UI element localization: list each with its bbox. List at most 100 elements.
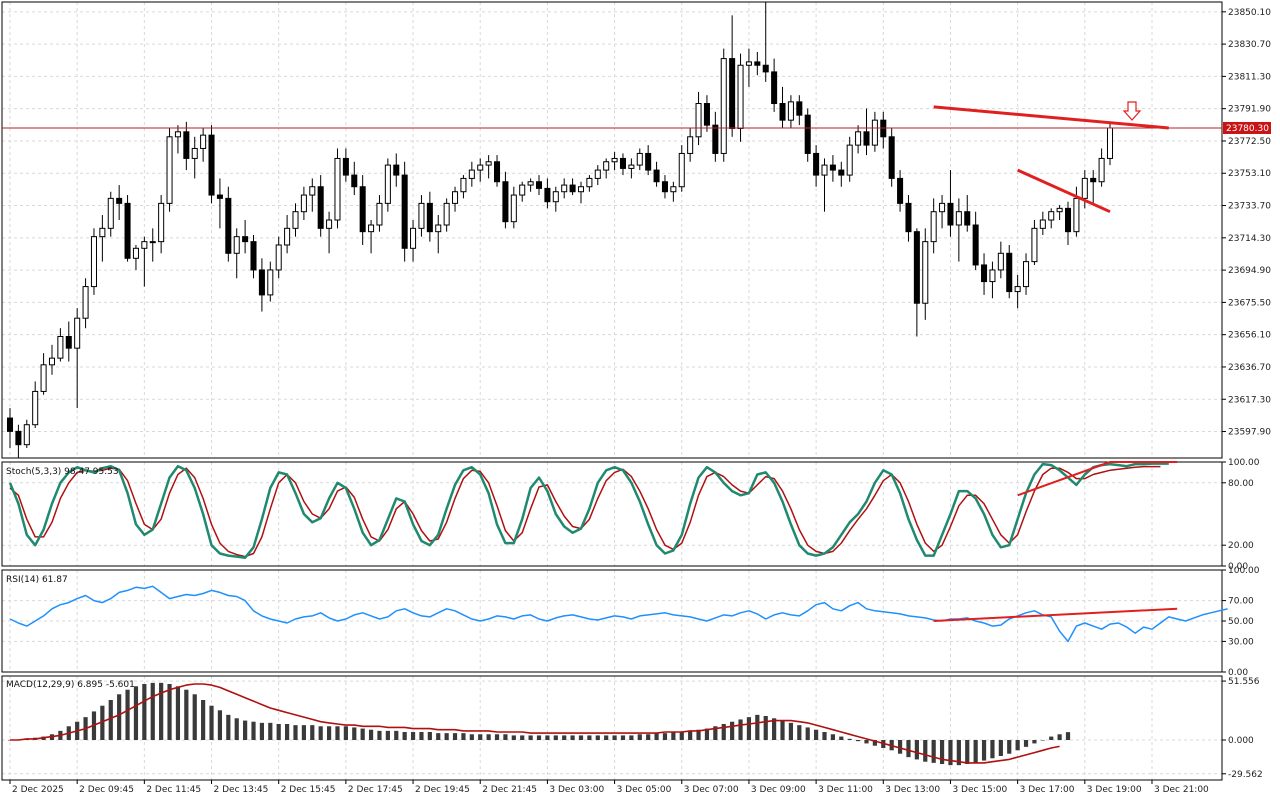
macd-panel[interactable] bbox=[7, 682, 1071, 766]
macd-histogram-bar bbox=[159, 682, 164, 740]
candle-body bbox=[645, 152, 652, 171]
candle-body bbox=[796, 101, 803, 116]
candle-body bbox=[48, 357, 56, 366]
candle-body bbox=[687, 136, 694, 154]
macd-histogram-bar bbox=[772, 718, 777, 740]
stochastic-panel[interactable] bbox=[8, 461, 1178, 559]
candle-body bbox=[619, 157, 626, 169]
macd-histogram-bar bbox=[562, 735, 567, 740]
y-tick-label: 0.000 bbox=[1228, 736, 1254, 746]
macd-histogram-bar bbox=[444, 733, 449, 740]
candle-body bbox=[1031, 227, 1038, 263]
candle bbox=[645, 145, 652, 176]
candle bbox=[813, 145, 820, 187]
candle bbox=[997, 241, 1004, 279]
candle bbox=[897, 170, 904, 212]
macd-histogram-bar bbox=[721, 724, 726, 740]
macd-histogram-bar bbox=[923, 740, 928, 762]
candle-body bbox=[636, 152, 643, 166]
x-tick-label: 3 Dec 13:00 bbox=[885, 785, 940, 795]
candle-body bbox=[309, 186, 316, 196]
x-tick-label: 2 Dec 17:45 bbox=[348, 785, 403, 795]
candle-body bbox=[1098, 157, 1105, 183]
macd-histogram-bar bbox=[620, 735, 626, 740]
candle bbox=[32, 381, 39, 429]
candle bbox=[762, 2, 769, 82]
candle bbox=[99, 215, 106, 262]
candle-body bbox=[174, 131, 181, 138]
y-tick-label: 100.00 bbox=[1228, 458, 1260, 468]
candle-body bbox=[1090, 177, 1097, 183]
candle bbox=[594, 165, 601, 186]
candle bbox=[418, 195, 425, 237]
macd-histogram-bar bbox=[939, 740, 945, 764]
macd-histogram-bar bbox=[402, 732, 407, 740]
candle-body bbox=[158, 202, 165, 243]
macd-histogram-bar bbox=[251, 721, 256, 740]
candle bbox=[1048, 208, 1055, 229]
candle bbox=[40, 353, 47, 395]
candle-body bbox=[955, 211, 962, 226]
macd-histogram-bar bbox=[352, 727, 357, 740]
candle-body bbox=[485, 161, 492, 166]
candle bbox=[141, 236, 148, 287]
macd-histogram-bar bbox=[805, 727, 810, 740]
candle bbox=[577, 181, 585, 204]
candle bbox=[166, 128, 173, 212]
candle-body bbox=[653, 169, 660, 183]
candle bbox=[955, 198, 962, 262]
candle bbox=[149, 228, 156, 262]
candle bbox=[754, 51, 761, 76]
y-tick-label: 23597.90 bbox=[1228, 428, 1271, 438]
macd-histogram-bar bbox=[839, 736, 844, 740]
candle-body bbox=[65, 336, 72, 349]
candle bbox=[174, 125, 181, 154]
candle bbox=[359, 175, 366, 245]
candle-body bbox=[577, 186, 585, 193]
candle bbox=[1098, 148, 1105, 187]
panel-frames bbox=[1, 1, 1223, 781]
candle bbox=[116, 185, 123, 221]
macd-histogram-bar bbox=[469, 734, 474, 740]
candle-body bbox=[1073, 197, 1080, 233]
candle-body bbox=[74, 317, 81, 349]
candle bbox=[939, 195, 946, 229]
candle-body bbox=[535, 181, 543, 189]
macd-histogram-bar bbox=[209, 705, 214, 740]
rsi-panel[interactable] bbox=[9, 585, 1228, 643]
y-tick-label: 23656.10 bbox=[1228, 331, 1271, 341]
candle-body bbox=[32, 390, 39, 426]
price-panel[interactable] bbox=[2, 2, 1222, 458]
macd-histogram-bar bbox=[1032, 740, 1037, 744]
candle-body bbox=[510, 194, 517, 223]
candle-body bbox=[897, 177, 904, 204]
candle-body bbox=[939, 202, 946, 213]
candle-body bbox=[947, 202, 954, 226]
y-tick-label: -29.562 bbox=[1228, 770, 1263, 780]
macd-histogram-bar bbox=[1049, 736, 1054, 740]
y-tick-label: 51.556 bbox=[1228, 677, 1260, 687]
candle bbox=[1023, 253, 1030, 295]
candle bbox=[947, 170, 954, 237]
candle-body bbox=[368, 224, 375, 233]
candle-body bbox=[670, 186, 677, 193]
macd-histogram-bar bbox=[326, 726, 332, 740]
candle-body bbox=[401, 174, 408, 249]
macd-histogram-bar bbox=[814, 729, 819, 740]
stochastic-trendline bbox=[1017, 461, 1111, 497]
candle-body bbox=[1081, 177, 1088, 199]
candle bbox=[384, 158, 391, 212]
candle-body bbox=[233, 236, 240, 254]
macd-histogram-bar bbox=[377, 730, 382, 740]
candle bbox=[771, 58, 778, 112]
candle-body bbox=[99, 227, 106, 238]
candle bbox=[90, 228, 97, 295]
y-tick-label: 23791.90 bbox=[1228, 105, 1271, 115]
down-arrow-icon bbox=[1122, 101, 1142, 121]
candle-body bbox=[200, 134, 207, 149]
y-tick-label: 23714.30 bbox=[1228, 234, 1271, 244]
candle-body bbox=[40, 364, 47, 392]
macd-histogram-bar bbox=[133, 686, 139, 740]
